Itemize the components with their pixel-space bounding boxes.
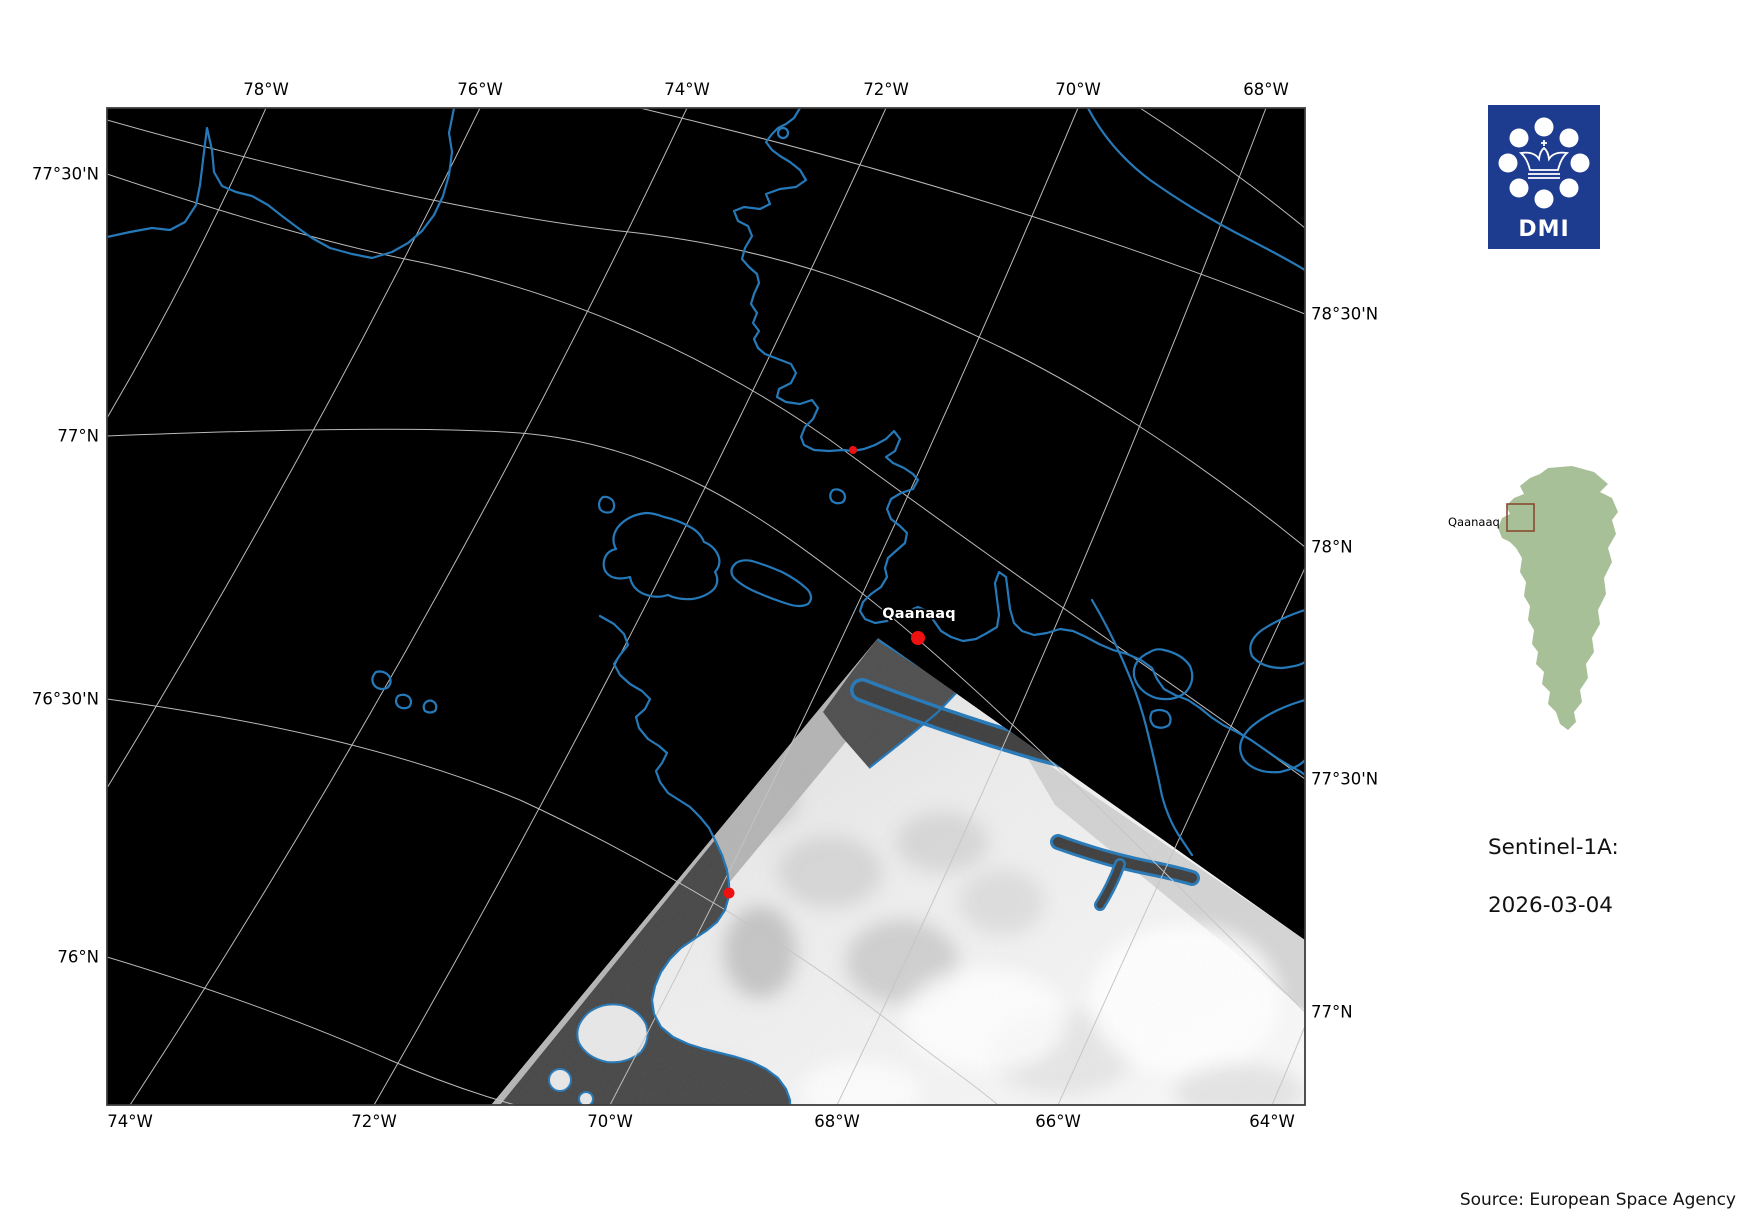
tick-left-2: 76°30'N: [31, 689, 99, 709]
tick-bottom-3: 68°W: [814, 1112, 860, 1131]
map-border: [106, 107, 1306, 1106]
tick-top-2: 74°W: [664, 80, 710, 99]
tick-bottom-4: 66°W: [1035, 1112, 1081, 1131]
settlement-markers: [723, 446, 925, 899]
tick-right-0: 78°30'N: [1311, 304, 1379, 324]
tick-right-3: 77°N: [1311, 1002, 1353, 1022]
qaanaaq-map-label: Qaanaaq: [882, 606, 956, 622]
tick-top-5: 68°W: [1243, 80, 1289, 99]
satellite-name-caption: Sentinel-1A:: [1488, 835, 1619, 860]
coastlines: [107, 108, 1305, 1105]
marker-dot-medium: [723, 887, 735, 899]
tick-bottom-1: 72°W: [351, 1112, 397, 1131]
dmi-logo: DMI: [1488, 105, 1600, 249]
tick-left-3: 76°N: [57, 947, 99, 967]
crown-icon: [1518, 140, 1570, 179]
qaanaaq-region-box: [1506, 503, 1535, 532]
tick-top-0: 78°W: [243, 80, 289, 99]
greenland-minimap: [1498, 466, 1618, 730]
tick-left-1: 77°N: [57, 426, 99, 446]
graticule-grid: [107, 108, 1305, 1105]
tick-top-4: 70°W: [1055, 80, 1101, 99]
tick-top-1: 76°W: [457, 80, 503, 99]
marker-dot-small: [849, 446, 857, 454]
dmi-logo-dots: [1498, 117, 1590, 209]
satellite-date-caption: 2026-03-04: [1488, 893, 1613, 918]
tick-bottom-0: 74°W: [107, 1112, 153, 1131]
tick-bottom-2: 70°W: [587, 1112, 633, 1131]
marker-dot-qaanaaq: [911, 631, 925, 645]
source-attribution: Source: European Space Agency: [1459, 1190, 1736, 1210]
dmi-logo-text: DMI: [1518, 217, 1569, 242]
tick-right-2: 77°30'N: [1311, 769, 1379, 789]
qaanaaq-minimap-label: Qaanaaq: [1448, 515, 1500, 529]
tick-left-0: 77°30'N: [31, 164, 99, 184]
tick-top-3: 72°W: [863, 80, 909, 99]
greenland-silhouette: [1498, 466, 1618, 730]
tick-bottom-5: 64°W: [1249, 1112, 1295, 1131]
tick-right-1: 78°N: [1311, 537, 1353, 557]
